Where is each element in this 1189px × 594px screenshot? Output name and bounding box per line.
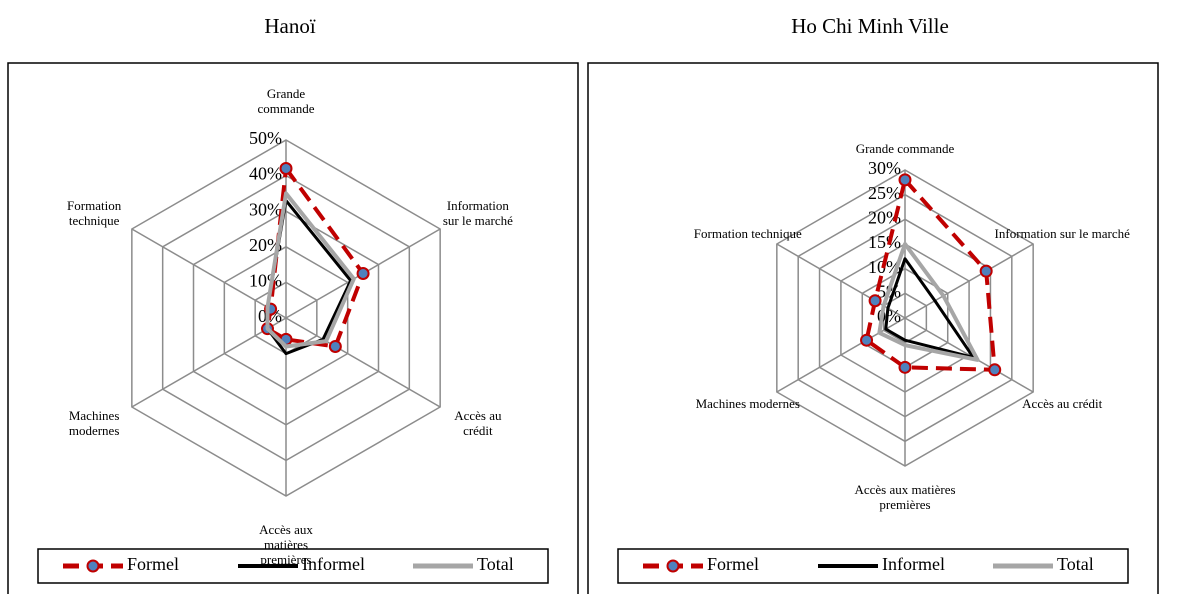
category-label: Accès au crédit xyxy=(454,408,502,438)
spoke xyxy=(285,317,441,408)
legend-label: Formel xyxy=(127,554,179,574)
category-label: Machines modernes xyxy=(695,395,800,411)
y-tick-label: 30% xyxy=(868,158,901,178)
chart-title: Ho Chi Minh Ville xyxy=(791,14,949,38)
data-point xyxy=(328,339,342,353)
legend-label: Formel xyxy=(707,554,759,574)
spoke xyxy=(904,243,1034,319)
data-point xyxy=(356,267,370,280)
legend-marker xyxy=(86,559,100,573)
category-label: Grande commande xyxy=(257,86,315,116)
category-label: Formation technique xyxy=(693,225,802,241)
data-point xyxy=(279,161,293,175)
chart-title: Hanoï xyxy=(264,14,316,38)
category-label: Information sur le marché xyxy=(442,198,513,228)
spoke xyxy=(131,228,287,319)
data-point xyxy=(898,173,912,187)
y-tick-label: 50% xyxy=(249,128,282,148)
series-line xyxy=(884,257,975,359)
y-tick-label: 40% xyxy=(249,164,282,184)
data-point xyxy=(860,333,874,347)
data-point xyxy=(868,294,882,308)
category-label: Information sur le marché xyxy=(994,225,1130,241)
y-tick-label: 20% xyxy=(249,235,282,255)
data-point xyxy=(898,360,912,374)
data-point xyxy=(988,363,1002,377)
legend-label: Informel xyxy=(882,554,945,574)
panel-frame xyxy=(7,62,579,594)
legend-label: Total xyxy=(477,554,514,574)
category-label: Grande commande xyxy=(855,141,955,156)
y-tick-label: 30% xyxy=(249,199,282,219)
series-line xyxy=(877,242,980,362)
spoke xyxy=(776,317,906,393)
data-point xyxy=(979,264,993,278)
legend-label: Total xyxy=(1057,554,1094,574)
y-tick-label: 10% xyxy=(249,271,282,291)
category-label: Accès au crédit xyxy=(1022,395,1103,411)
category-label: Accès aux matières premières xyxy=(854,482,956,512)
legend-marker xyxy=(666,559,680,573)
y-tick-label: 20% xyxy=(868,207,901,227)
legend-frame xyxy=(37,548,549,584)
y-tick-label: 15% xyxy=(868,232,901,252)
legend-frame xyxy=(617,548,1129,584)
series-line xyxy=(265,191,356,349)
panel-frame xyxy=(587,62,1159,594)
y-tick-label: 25% xyxy=(868,183,901,203)
category-label: Formation technique xyxy=(67,198,122,228)
legend-label: Informel xyxy=(302,554,365,574)
spoke xyxy=(131,317,287,408)
category-label: Accès aux matières premières xyxy=(259,522,313,567)
category-label: Machines modernes xyxy=(68,408,120,438)
